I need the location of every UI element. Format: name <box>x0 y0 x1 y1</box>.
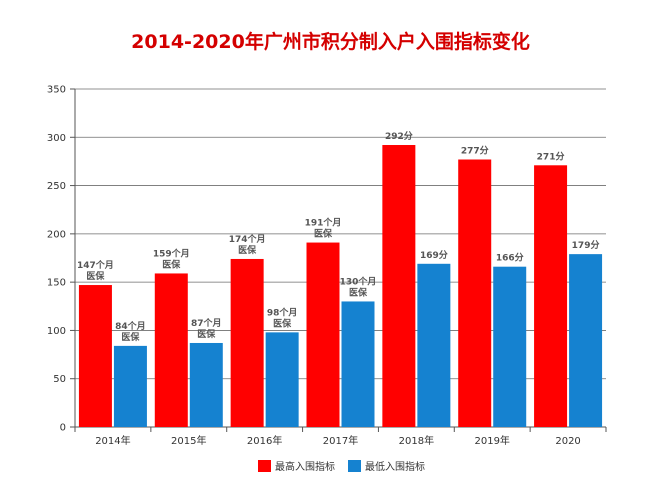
y-tick-label: 200 <box>47 229 66 240</box>
bar <box>341 301 375 427</box>
bar <box>569 254 603 427</box>
bar <box>154 273 188 427</box>
data-label: 159个月 <box>153 247 190 259</box>
legend-swatch <box>348 460 361 472</box>
x-tick-label: 2018年 <box>399 434 434 447</box>
y-tick-label: 300 <box>47 133 66 144</box>
bar <box>382 145 416 428</box>
bar <box>78 285 112 427</box>
x-tick-label: 2020 <box>555 436 580 447</box>
x-tick-label: 2016年 <box>247 434 282 447</box>
bar <box>230 258 264 427</box>
x-tick-label: 2014年 <box>95 434 130 447</box>
y-tick-label: 50 <box>53 374 66 385</box>
bar <box>306 242 340 427</box>
y-tick-label: 0 <box>60 423 66 434</box>
data-label: 医保 <box>273 317 292 329</box>
y-tick-label: 150 <box>47 278 66 289</box>
data-label: 277分 <box>461 144 489 156</box>
legend-label: 最低入围指标 <box>365 460 425 473</box>
legend-label: 最高入围指标 <box>275 460 335 473</box>
data-label: 医保 <box>238 244 257 256</box>
bar <box>189 342 223 427</box>
data-label: 191个月 <box>305 217 342 229</box>
y-tick-label: 250 <box>47 181 66 192</box>
data-label: 医保 <box>86 270 105 282</box>
x-tick-label: 2015年 <box>171 434 206 447</box>
data-label: 292分 <box>385 130 413 142</box>
data-label: 医保 <box>349 286 368 298</box>
bar <box>534 165 568 427</box>
data-label: 130个月 <box>340 275 377 287</box>
bar <box>493 266 527 427</box>
data-label: 174个月 <box>229 233 266 245</box>
data-label: 271分 <box>537 150 565 162</box>
bar <box>265 332 299 427</box>
data-label: 166分 <box>496 252 524 264</box>
x-tick-label: 2017年 <box>323 434 358 447</box>
data-label: 169分 <box>420 249 448 261</box>
bar <box>458 159 492 428</box>
bar <box>113 345 147 427</box>
data-label: 医保 <box>162 258 181 270</box>
data-label: 87个月 <box>191 317 222 329</box>
data-label: 医保 <box>121 331 140 343</box>
data-label: 医保 <box>314 228 333 240</box>
data-label: 98个月 <box>267 306 298 318</box>
legend-swatch <box>258 460 271 472</box>
y-tick-label: 100 <box>47 326 66 337</box>
data-label: 医保 <box>197 328 216 340</box>
data-label: 179分 <box>572 239 600 251</box>
data-label: 147个月 <box>77 259 114 271</box>
x-tick-label: 2019年 <box>474 434 509 447</box>
y-tick-label: 350 <box>47 85 66 96</box>
data-label: 84个月 <box>115 320 146 332</box>
chart-title: 2014-2020年广州市积分制入户入围指标变化 <box>131 31 530 53</box>
bar <box>417 263 451 427</box>
